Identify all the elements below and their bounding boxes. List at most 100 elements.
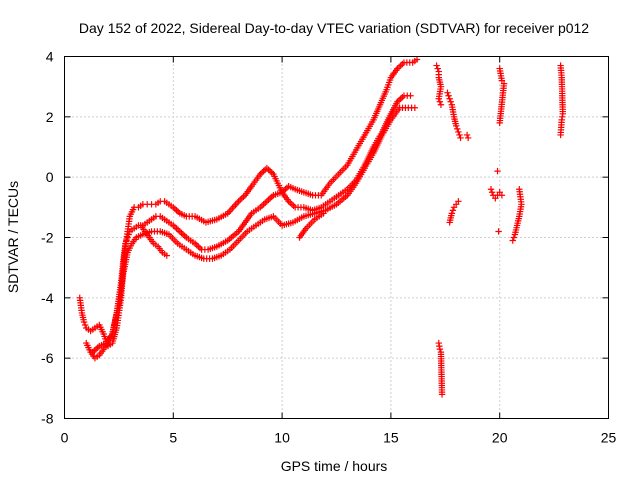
data-point <box>265 196 272 203</box>
data-point <box>81 321 89 329</box>
data-point <box>411 104 419 111</box>
data-point <box>510 234 518 241</box>
data-point <box>397 95 404 102</box>
series-arc-13 <box>509 186 525 244</box>
data-point <box>455 128 462 136</box>
data-point <box>262 199 269 207</box>
data-point <box>436 98 444 105</box>
data-point <box>196 244 204 252</box>
data-point <box>237 196 244 203</box>
data-point <box>258 169 266 176</box>
data-points <box>76 56 567 398</box>
data-point <box>449 207 457 214</box>
x-axis-label: GPS time / hours <box>281 458 388 474</box>
data-point <box>516 186 523 193</box>
tick-marks <box>64 56 609 419</box>
data-point <box>448 210 456 217</box>
y-axis-label: SDTVAR / TECUs <box>5 181 21 293</box>
data-point <box>413 56 421 63</box>
data-point <box>435 95 442 102</box>
data-point <box>179 231 187 238</box>
x-tick-label: 20 <box>492 430 508 446</box>
data-point <box>174 226 182 234</box>
series-arc-1 <box>76 56 421 350</box>
data-point <box>260 167 267 175</box>
y-tick-labels: -8 -6 -4 -2 0 2 4 <box>41 49 54 427</box>
series-arc-8 <box>444 89 464 142</box>
data-point <box>456 131 463 139</box>
data-point <box>258 202 266 210</box>
data-point <box>498 192 506 199</box>
data-point <box>288 201 296 208</box>
data-point <box>125 231 132 238</box>
series-arc-10 <box>463 131 472 142</box>
data-point <box>463 131 471 139</box>
data-point <box>171 205 179 213</box>
data-point <box>263 198 271 205</box>
y-tick-label: 0 <box>46 169 54 185</box>
series-arc-12 <box>494 65 508 235</box>
series-arc-4 <box>137 222 170 259</box>
data-point <box>495 228 502 235</box>
data-point <box>265 166 272 173</box>
data-point <box>488 189 496 196</box>
data-point <box>320 210 327 217</box>
data-point <box>123 237 130 244</box>
y-tick-label: 2 <box>46 109 54 125</box>
data-point <box>260 201 267 208</box>
data-point <box>92 345 100 353</box>
data-point <box>407 92 414 99</box>
data-point <box>509 237 516 244</box>
series-arc-14 <box>557 62 567 139</box>
data-point <box>494 167 501 175</box>
data-point <box>395 63 403 71</box>
series-arc-6 <box>433 62 445 108</box>
data-point <box>122 240 129 247</box>
data-point <box>445 92 452 99</box>
data-point <box>437 101 445 108</box>
y-tick-label: -8 <box>41 411 54 427</box>
y-tick-label: -4 <box>41 290 54 306</box>
data-point <box>163 252 170 259</box>
data-point <box>287 199 294 207</box>
data-point <box>178 229 185 237</box>
x-tick-labels: 0 5 10 15 20 25 <box>61 430 617 446</box>
data-point <box>176 228 184 235</box>
x-tick-label: 5 <box>169 430 177 446</box>
gridlines <box>64 56 609 419</box>
series-arc-9 <box>446 198 462 226</box>
data-point <box>444 89 451 96</box>
data-point <box>457 134 464 142</box>
data-point <box>487 186 495 193</box>
y-tick-label: -2 <box>41 230 54 246</box>
data-point <box>263 164 271 172</box>
data-point <box>446 95 453 102</box>
data-point <box>464 134 472 142</box>
series-arc-5 <box>296 210 327 241</box>
data-point <box>436 345 444 353</box>
x-tick-label: 25 <box>601 430 617 446</box>
x-tick-label: 0 <box>61 430 69 446</box>
y-tick-label: -6 <box>41 350 54 366</box>
data-point <box>124 234 131 241</box>
y-tick-label: 4 <box>46 49 54 65</box>
data-point <box>433 62 440 69</box>
data-point <box>399 94 406 101</box>
data-point <box>438 391 446 398</box>
data-point <box>447 98 454 105</box>
data-point <box>173 207 180 214</box>
data-point <box>496 119 503 127</box>
data-point <box>397 62 404 69</box>
x-tick-label: 15 <box>383 430 399 446</box>
series-arc-3 <box>89 104 419 356</box>
chart-title: Day 152 of 2022, Sidereal Day-to-day VTE… <box>79 20 589 36</box>
data-point <box>266 195 274 202</box>
series-arc-11 <box>487 186 506 202</box>
data-point <box>557 131 564 139</box>
data-point <box>80 318 88 326</box>
data-point <box>452 122 460 130</box>
data-point <box>193 241 200 249</box>
data-point <box>266 167 274 175</box>
data-point <box>454 125 461 133</box>
data-point <box>290 202 297 210</box>
